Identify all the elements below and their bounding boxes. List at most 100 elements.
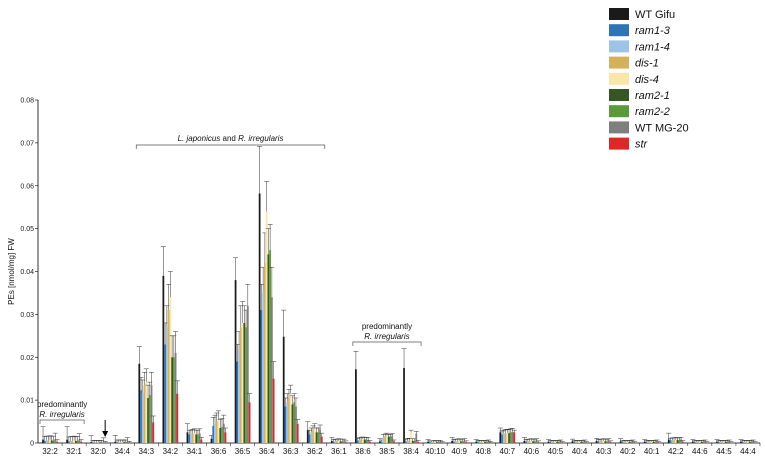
bar <box>558 441 560 443</box>
bar <box>621 442 624 443</box>
bar <box>145 381 148 443</box>
bar <box>597 441 600 443</box>
annotation-italic-text: R. irregularis <box>364 332 409 341</box>
bar <box>599 441 601 443</box>
bar <box>90 442 93 443</box>
bar <box>649 441 651 443</box>
bars <box>40 146 758 443</box>
bar <box>195 434 198 443</box>
bar <box>214 423 216 443</box>
bar <box>355 369 357 443</box>
x-tick-label: 40:6 <box>524 447 540 456</box>
bar <box>344 442 347 443</box>
bar <box>164 344 166 443</box>
bar <box>427 441 429 443</box>
bar <box>217 419 220 443</box>
bar <box>124 442 127 443</box>
bar <box>411 440 414 443</box>
bar <box>460 441 462 443</box>
bar <box>334 441 337 443</box>
bar <box>243 322 246 443</box>
bar <box>499 432 502 443</box>
legend-label: ram2-2 <box>635 106 670 118</box>
bar <box>248 402 251 443</box>
legend: WT Gifu ram1-3 ram1-4 dis-1 dis-4 ram2-1 ram2-… <box>609 8 689 151</box>
bar <box>525 441 527 443</box>
bar <box>463 440 466 443</box>
bar <box>169 297 172 443</box>
bar <box>461 441 464 443</box>
x-tick-label: 40:8 <box>475 447 491 456</box>
y-tick-label: 0 <box>30 441 34 448</box>
bar <box>360 439 363 443</box>
bar <box>475 441 478 443</box>
bar <box>451 440 454 443</box>
bar <box>678 439 681 443</box>
bar <box>391 435 394 443</box>
y-tick-label: 0.07 <box>20 140 34 147</box>
bar <box>680 439 682 443</box>
bar <box>282 336 285 443</box>
bar <box>114 441 117 443</box>
x-tick-label: 32:2 <box>42 447 58 456</box>
bar <box>719 441 722 443</box>
y-tick-label: 0.01 <box>20 398 34 405</box>
bar <box>747 441 749 443</box>
bar <box>152 422 155 443</box>
bar <box>320 436 323 443</box>
x-tick-label: 40:5 <box>548 447 564 456</box>
bar <box>676 439 679 443</box>
annotation-bracket <box>39 419 85 424</box>
bar <box>435 442 438 443</box>
bar <box>52 440 55 443</box>
bar <box>415 433 418 443</box>
bar <box>740 441 742 443</box>
arrow-head-icon <box>102 431 109 437</box>
bar <box>172 357 175 443</box>
x-tick-label: 36:5 <box>235 447 251 456</box>
bar <box>667 439 670 443</box>
bar <box>741 442 744 443</box>
bar <box>533 441 536 443</box>
bar <box>628 441 631 443</box>
x-tick-label: 38:4 <box>403 447 419 456</box>
legend-label: str <box>635 139 649 151</box>
bar <box>623 441 626 443</box>
x-tick-label: 36:6 <box>211 447 227 456</box>
bar <box>502 433 505 443</box>
bar <box>619 441 622 443</box>
bar <box>417 441 419 443</box>
bar <box>551 441 553 443</box>
bar <box>559 441 562 443</box>
x-tick-label: 42:2 <box>668 447 684 456</box>
bar <box>386 435 388 443</box>
annotation-text: L. japonicus and R. irregularis <box>178 134 284 143</box>
bar <box>717 442 720 443</box>
legend-swatch <box>609 8 629 20</box>
bar <box>691 441 694 443</box>
bar <box>404 441 407 443</box>
bar <box>363 439 366 443</box>
legend-label: ram1-4 <box>635 41 670 53</box>
bar <box>126 441 129 443</box>
bar <box>267 254 270 443</box>
bar <box>380 442 383 443</box>
bar <box>241 322 244 443</box>
bar <box>571 441 574 443</box>
bar <box>116 442 118 443</box>
bar <box>210 438 213 443</box>
bar <box>341 441 344 443</box>
bar <box>123 442 125 443</box>
x-tick-label: 44:5 <box>716 447 732 456</box>
bar <box>293 402 296 443</box>
bar <box>465 442 468 443</box>
legend-swatch <box>609 56 629 69</box>
bar <box>523 440 526 443</box>
bar <box>702 441 705 443</box>
bar <box>573 442 576 443</box>
bar <box>236 361 239 443</box>
bar <box>580 441 583 443</box>
bar <box>74 440 77 443</box>
legend-swatch <box>609 40 629 53</box>
